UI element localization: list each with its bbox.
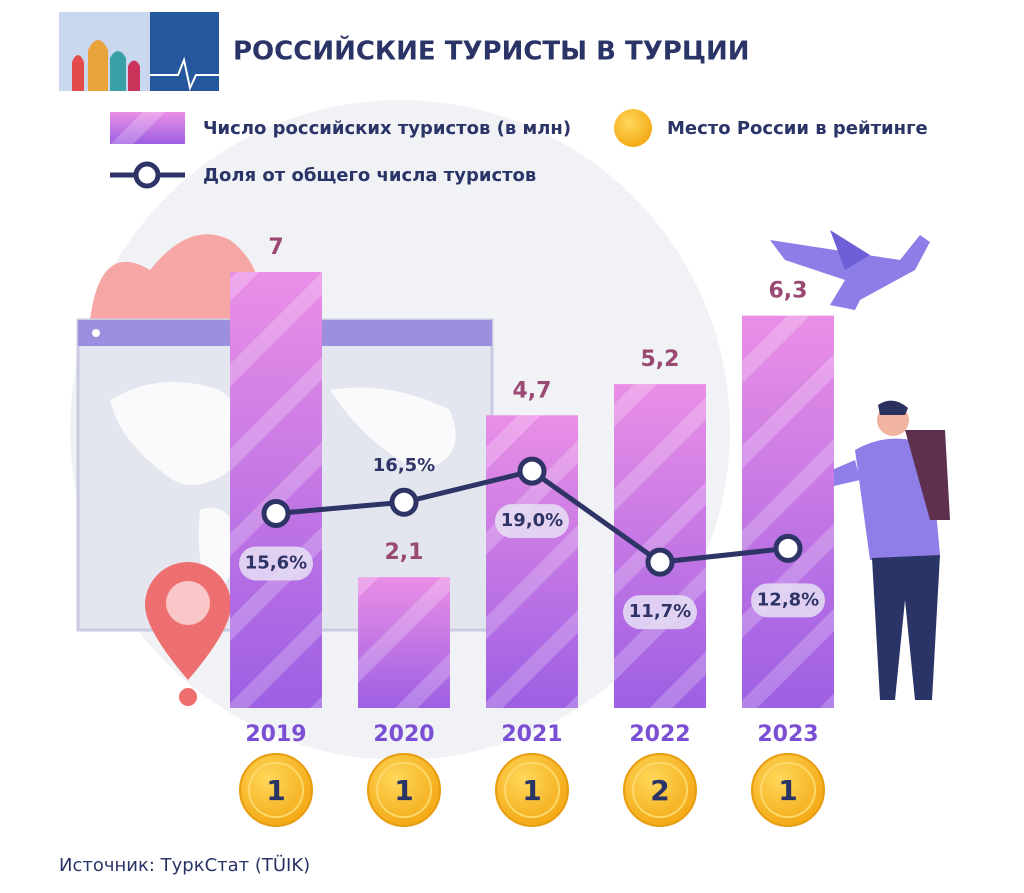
rank-coin-inner	[248, 762, 304, 818]
rank-label: 1	[778, 774, 797, 807]
x-tick-label: 2023	[757, 722, 818, 747]
legend-swatch-stripes	[110, 112, 185, 144]
chart-title: РОССИЙСКИЕ ТУРИСТЫ В ТУРЦИИ	[233, 35, 750, 67]
label-pill	[239, 546, 313, 581]
bar-value-label: 2,1	[385, 540, 424, 565]
rank-coin-inner	[504, 762, 560, 818]
x-tick-label: 2019	[245, 722, 306, 747]
x-tick-label: 2021	[501, 722, 562, 747]
legend-label: Доля от общего числа туристов	[203, 165, 536, 186]
legend-swatch	[614, 109, 652, 147]
bar	[742, 315, 834, 708]
x-tick-label: 2022	[629, 722, 690, 747]
bar	[614, 384, 706, 708]
bar-value-label: 5,2	[641, 347, 680, 372]
legend: Число российских туристов (в млн) Место …	[110, 109, 928, 189]
rank-coin	[495, 753, 569, 827]
bar-value-label: 4,7	[513, 378, 552, 403]
line-value-label: 16,5%	[373, 455, 435, 476]
legend-label: Число российских туристов (в млн)	[203, 118, 571, 139]
rank-coin-inner	[632, 762, 688, 818]
line-value-label: 11,7%	[629, 601, 691, 622]
source: Источник: ТуркСтат (TÜIK)	[59, 854, 310, 876]
label-pill	[623, 595, 697, 630]
line-point	[261, 498, 291, 528]
line-value-label: 15,6%	[245, 552, 307, 573]
line-point	[773, 533, 803, 563]
rank-coin	[623, 753, 697, 827]
rank-coin	[751, 753, 825, 827]
line-value-label: 19,0%	[501, 510, 563, 531]
rank-coin	[367, 753, 441, 827]
label-pill	[495, 504, 569, 539]
rank-coin-inner	[376, 762, 432, 818]
legend-swatch	[133, 161, 161, 189]
x-tick-label: 2020	[373, 722, 434, 747]
line-point	[517, 456, 547, 486]
logo	[59, 12, 219, 92]
bar-value-label: 6,3	[769, 279, 808, 304]
label-pill	[751, 583, 825, 618]
bar	[230, 272, 322, 708]
legend-label: Место России в рейтинге	[667, 118, 928, 139]
rank-label: 1	[266, 774, 285, 807]
rank-coin	[239, 753, 313, 827]
rank-label: 1	[522, 774, 541, 807]
rank-coin-inner	[760, 762, 816, 818]
bar	[358, 577, 450, 708]
rank-label: 1	[394, 774, 413, 807]
line-value-label: 12,8%	[757, 589, 819, 610]
line-point	[645, 547, 675, 577]
line-point	[389, 487, 419, 517]
bar-value-label: 7	[268, 235, 283, 260]
rank-label: 2	[650, 774, 669, 807]
